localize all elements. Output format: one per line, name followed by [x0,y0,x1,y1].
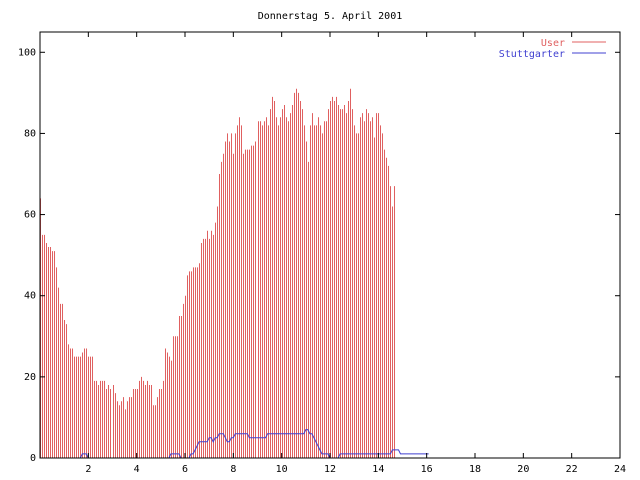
y-axis: 0 20 40 60 80 100 [18,47,620,464]
x-tick-label: 22 [566,464,578,475]
y-tick-label: 100 [18,47,36,58]
x-tick-label: 4 [134,464,140,475]
y-tick-label: 40 [24,291,36,302]
y-tick-label: 0 [30,453,36,464]
x-tick-label: 24 [614,464,626,475]
y-tick-label: 20 [24,372,36,383]
legend-label: User [541,38,565,49]
x-tick-label: 2 [85,464,91,475]
x-tick-label: 20 [517,464,529,475]
x-tick-label: 6 [182,464,188,475]
user-bars [40,88,395,458]
y-tick-label: 80 [24,128,36,139]
x-tick-label: 8 [230,464,236,475]
x-tick-label: 18 [469,464,481,475]
chart-title: Donnerstag 5. April 2001 [258,11,403,22]
legend-label: Stuttgarter [499,49,565,60]
x-tick-label: 12 [324,464,336,475]
x-tick-label: 10 [276,464,288,475]
y-tick-label: 60 [24,210,36,221]
x-axis: 2 4 6 8 10 12 14 16 18 20 22 24 [85,32,626,475]
x-tick-label: 16 [421,464,433,475]
x-tick-label: 14 [372,464,384,475]
